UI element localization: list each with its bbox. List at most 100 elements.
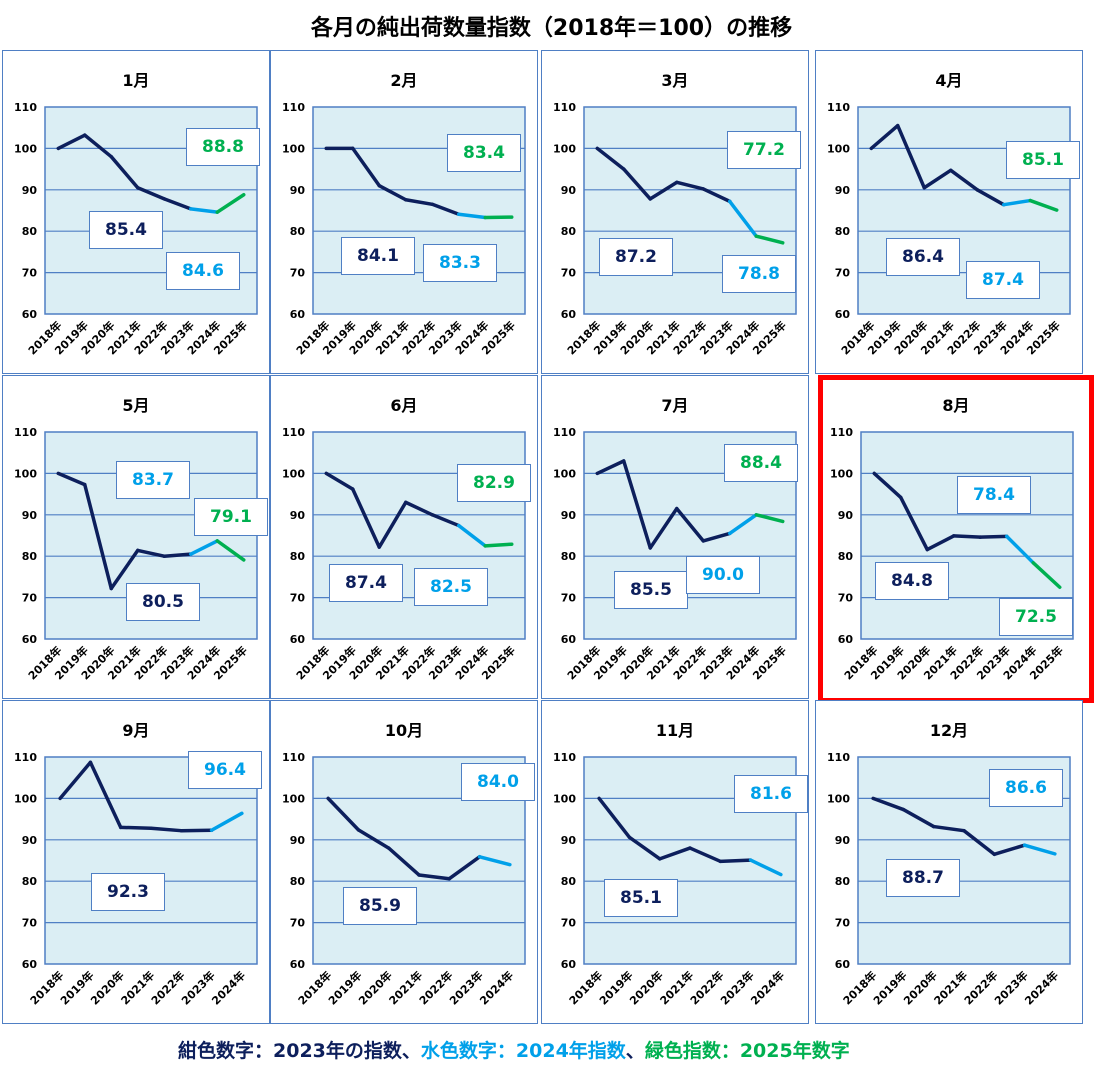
- data-label-2024: 81.6: [734, 775, 808, 813]
- series-segment-2018-2019: [56, 471, 87, 487]
- data-label-2025: 88.8: [186, 128, 260, 166]
- chart-panel: 11月 60 70 80 90 100 110 2018年 2019年 2020年 2021年 202…: [541, 700, 809, 1024]
- series-segment-2020-2021: [922, 168, 953, 190]
- series-segment-2020-2021: [657, 846, 692, 861]
- series-segment-2019-2020: [899, 495, 929, 552]
- chart-panel: 7月 60 70 80 90 100 110 2018年 2019年 2020年 2021年 2022…: [541, 375, 809, 699]
- y-tick-label: 70: [838, 592, 854, 605]
- y-tick-label: 70: [22, 267, 38, 280]
- y-tick-label: 90: [835, 184, 851, 197]
- series-segment-2021-2022: [949, 168, 979, 192]
- series-segment-2021-2022: [952, 534, 982, 539]
- y-tick-label: 100: [553, 467, 576, 480]
- y-tick-label: 110: [14, 101, 37, 114]
- y-tick-label: 60: [561, 633, 577, 646]
- y-tick-label: 100: [553, 142, 576, 155]
- y-tick-label: 80: [290, 875, 306, 888]
- y-tick-label: 80: [22, 550, 38, 563]
- y-tick-label: 110: [827, 751, 850, 764]
- series-segment-2022-2023: [447, 855, 482, 881]
- y-tick-label: 90: [22, 509, 38, 522]
- chart-svg: 607080901001102018年2019年2020年2021年2022年2…: [282, 101, 526, 358]
- series-segment-2020-2021: [931, 824, 966, 833]
- series-segment-2018-2019: [869, 123, 900, 151]
- y-tick-label: 60: [838, 633, 854, 646]
- data-label-2024: 84.0: [461, 763, 535, 801]
- y-tick-label: 60: [22, 633, 38, 646]
- y-tick-label: 100: [282, 792, 305, 805]
- data-label-2023: 85.1: [604, 879, 678, 917]
- chart-title: 3月: [661, 71, 689, 90]
- data-label-2023: 87.2: [599, 238, 673, 276]
- series-segment-2023-2024: [209, 811, 244, 833]
- series-segment-2019-2020: [901, 807, 936, 829]
- chart-svg: 607080901001102018年2019年2020年2021年2022年2…: [14, 426, 258, 683]
- series-segment-2023-2024: [728, 513, 758, 536]
- data-label-2024: 96.4: [188, 751, 262, 789]
- y-tick-label: 60: [22, 958, 38, 971]
- y-tick-label: 90: [838, 509, 854, 522]
- series-segment-2018-2019: [595, 146, 626, 171]
- y-tick-label: 60: [561, 308, 577, 321]
- series-segment-2019-2020: [83, 133, 113, 159]
- data-label-2025: 88.4: [724, 444, 798, 482]
- data-label-2025: 83.4: [447, 134, 521, 172]
- data-label-2023: 85.4: [89, 211, 163, 249]
- y-tick-label: 60: [290, 958, 306, 971]
- chart-svg: 607080901001102018年2019年2020年2021年2022年2…: [827, 101, 1071, 358]
- series-segment-2022-2023: [718, 858, 753, 864]
- y-tick-label: 80: [561, 875, 577, 888]
- data-label-2023: 87.4: [329, 564, 403, 602]
- y-tick-label: 80: [290, 550, 306, 563]
- series-segment-2023-2024: [1022, 843, 1057, 856]
- data-label-2023: 80.5: [126, 583, 200, 621]
- series-segment-2022-2023: [430, 202, 461, 216]
- y-tick-label: 80: [561, 550, 577, 563]
- data-label-2024: 87.4: [966, 261, 1040, 299]
- y-tick-label: 100: [827, 142, 850, 155]
- series-segment-2019-2020: [83, 482, 113, 591]
- series-segment-2021-2022: [675, 180, 705, 191]
- series-segment-2021-2022: [962, 828, 997, 857]
- series-segment-2024-2025: [754, 513, 785, 524]
- y-tick-label: 80: [22, 875, 38, 888]
- series-segment-2021-2022: [149, 826, 184, 833]
- y-tick-label: 90: [561, 509, 577, 522]
- y-tick-label: 70: [561, 917, 577, 930]
- x-tick-label: 2024年: [748, 968, 787, 1007]
- series-segment-2018-2019: [872, 471, 903, 500]
- series-segment-2021-2022: [404, 197, 434, 207]
- series-segment-2021-2022: [675, 506, 705, 543]
- chart-svg: 607080901001102018年2019年2020年2021年2022年2…: [553, 426, 797, 683]
- chart-title: 7月: [661, 396, 689, 415]
- series-segment-2018-2019: [58, 760, 93, 801]
- chart-panel: 2月 60 70 80 90 100 110 2018年 2019年 2020年 2021年 2022…: [270, 50, 538, 374]
- series-segment-2024-2025: [215, 539, 246, 562]
- y-tick-label: 90: [22, 184, 38, 197]
- y-tick-label: 60: [22, 308, 38, 321]
- series-segment-2021-2022: [136, 185, 166, 201]
- y-tick-label: 110: [14, 751, 37, 764]
- data-label-2024: 83.3: [423, 244, 497, 282]
- chart-panel: 5月 60 70 80 90 100 110 2018年 2019年 2020年 2021年 2022…: [2, 375, 270, 699]
- series-segment-2022-2023: [992, 843, 1027, 857]
- main-title: 各月の純出荷数量指数（2018年＝100）の推移: [310, 16, 793, 41]
- chart-title: 11月: [655, 721, 695, 740]
- series-segment-2023-2024: [189, 539, 219, 556]
- series-segment-2020-2021: [377, 183, 408, 202]
- data-label-2023: 84.8: [875, 562, 949, 600]
- y-tick-label: 100: [14, 142, 37, 155]
- series-segment-2022-2023: [978, 534, 1009, 539]
- x-tick-label: 2024年: [477, 968, 516, 1007]
- chart-panel: 10月 60 70 80 90 100 110 2018年 2019年 2020年 2021年 202…: [270, 700, 538, 1024]
- series-segment-2020-2021: [648, 180, 679, 201]
- data-label-2024: 83.7: [116, 461, 190, 499]
- series-segment-2018-2019: [326, 796, 361, 832]
- series-segment-2023-2024: [1005, 534, 1035, 565]
- chart-title: 9月: [122, 721, 150, 740]
- series-segment-2021-2022: [688, 846, 723, 864]
- legend-sep: 、: [401, 1040, 421, 1062]
- chart-title: 10月: [384, 721, 424, 740]
- y-tick-label: 110: [14, 426, 37, 439]
